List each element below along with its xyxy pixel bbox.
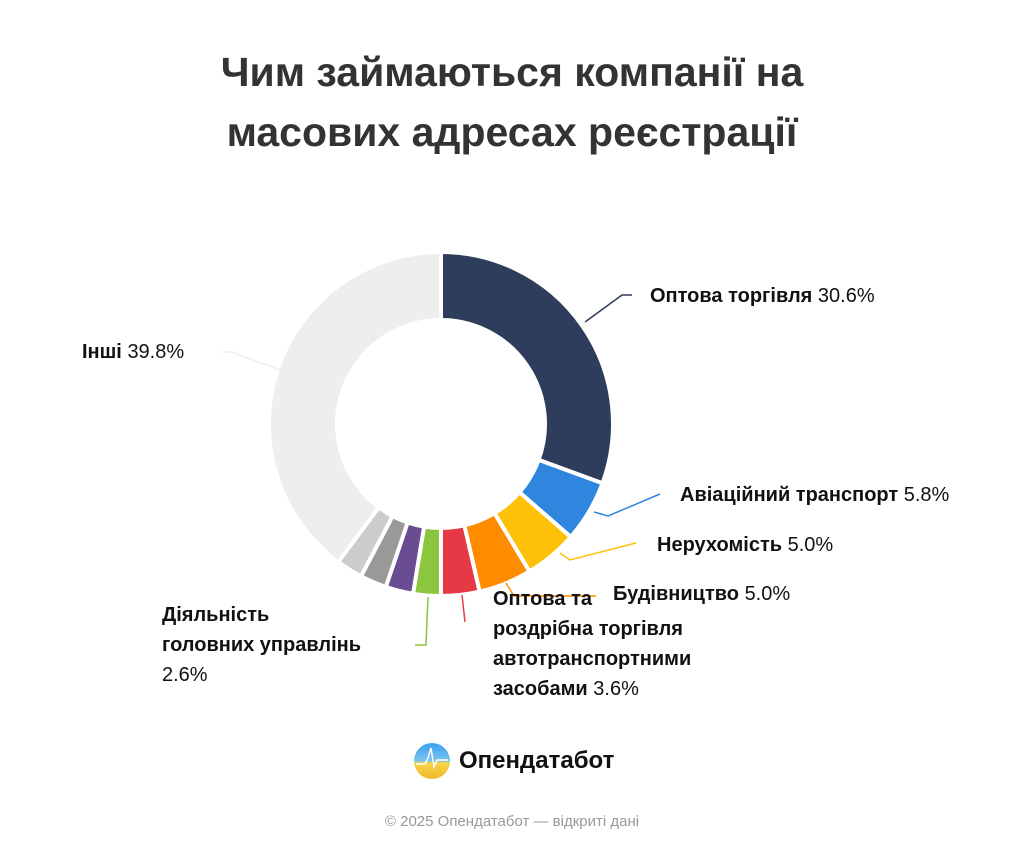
label-value: 30.6% [817,285,875,307]
donut-slice-0 [439,250,615,486]
leader-line-nerukh [559,542,637,561]
label-bud: Будівництво 5.0% [613,579,790,609]
leader-line-inshi [222,351,281,371]
leader-line-avia [593,493,661,517]
label-name: Будівництво [613,583,739,605]
label-value: 39.8% [127,341,185,363]
label-value: 5.0% [787,534,834,556]
label-nerukh: Нерухомість 5.0% [657,530,833,560]
brand-logo: Опендатабот [413,742,614,780]
label-name: Діяльність [162,604,270,626]
label-opt: Оптова торгівля 30.6% [650,281,875,311]
label-inshi: Інші 39.8% [82,337,184,367]
title-line-1: Чим займаються компанії на [220,49,804,95]
label-name: Авіаційний транспорт [680,484,899,506]
label-value: 3.6% [593,678,639,700]
leader-line-gol [415,596,429,646]
label-name: головних управлінь [162,634,362,656]
opendatabot-logo-icon [414,743,450,779]
label-value: 5.0% [744,583,791,605]
footer-copyright: © 2025 Опендатабот — відкриті дані [384,813,640,830]
label-name: Оптова торгівля [650,285,813,307]
label-value: 5.8% [903,484,950,506]
label-auto: Оптова та роздрібна торгівля автотранспо… [493,584,691,704]
label-value: 2.6% [162,664,208,686]
donut-slice-9 [267,250,443,564]
leader-line-bud [505,582,596,597]
label-gol: Діяльність головних управлінь 2.6% [162,600,361,690]
chart-title: Чим займаються компанії на масових адрес… [0,42,1024,162]
label-name: засобами [493,678,588,700]
label-name: автотранспортними [493,648,692,670]
title-line-2: масових адресах реєстрації [226,109,798,155]
label-avia: Авіаційний транспорт 5.8% [680,480,949,510]
brand-name: Опендатабот [459,747,615,774]
leader-line-auto [461,594,466,623]
label-name: Нерухомість [657,534,783,556]
leader-line-opt [584,294,632,323]
label-name: Інші [82,341,122,363]
label-name: роздрібна торгівля [493,618,683,640]
label-name: Оптова та [493,588,593,610]
